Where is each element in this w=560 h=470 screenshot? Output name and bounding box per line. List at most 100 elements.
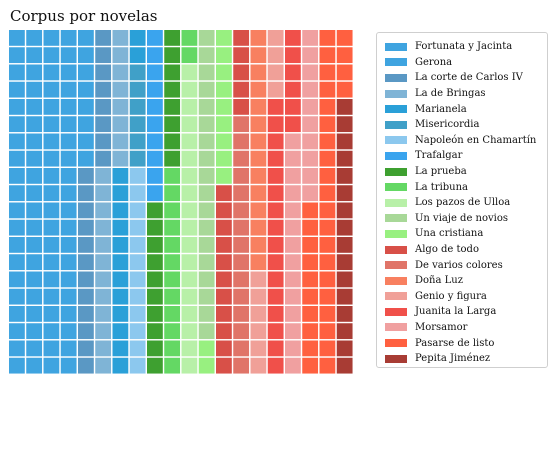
waffle-cell: [336, 64, 353, 81]
waffle-cell: [9, 99, 25, 115]
waffle-cell: [129, 340, 146, 357]
waffle-cell: [95, 99, 112, 115]
waffle-cell: [233, 116, 250, 133]
waffle-cell: [267, 47, 284, 64]
waffle-cell: [336, 168, 353, 184]
waffle-cell: [250, 288, 267, 305]
legend-item: Los pazos de Ulloa: [385, 195, 547, 211]
waffle-cell: [285, 133, 301, 150]
waffle-cell: [26, 30, 43, 46]
waffle-cell: [164, 340, 181, 357]
waffle-cell: [336, 357, 353, 374]
waffle-cell: [164, 168, 181, 184]
waffle-cell: [198, 202, 215, 219]
waffle-cell: [112, 133, 129, 150]
waffle-cell: [302, 133, 319, 150]
waffle-cell: [319, 81, 336, 98]
waffle-cell: [302, 116, 319, 133]
waffle-cell: [78, 323, 94, 340]
waffle-cell: [147, 168, 163, 184]
waffle-cell: [129, 133, 146, 150]
waffle-cell: [336, 219, 353, 236]
waffle-cell: [233, 254, 250, 271]
waffle-cell: [78, 64, 94, 81]
waffle-cell: [43, 219, 60, 236]
waffle-cell: [43, 340, 60, 357]
waffle-cell: [26, 271, 43, 288]
waffle-cell: [336, 133, 353, 150]
waffle-cell: [43, 133, 60, 150]
legend-item: La corte de Carlos IV: [385, 70, 547, 86]
waffle-cell: [43, 271, 60, 288]
waffle-cell: [233, 271, 250, 288]
waffle-cell: [250, 202, 267, 219]
waffle-cell: [60, 219, 77, 236]
waffle-cell: [9, 47, 25, 64]
waffle-cell: [198, 99, 215, 115]
waffle-cell: [198, 47, 215, 64]
waffle-cell: [181, 271, 198, 288]
waffle-cell: [9, 340, 25, 357]
waffle-cell: [147, 202, 163, 219]
waffle-cell: [78, 150, 94, 167]
waffle-cell: [95, 357, 112, 374]
legend-item: Misericordia: [385, 117, 547, 133]
legend-label: Napoleón en Chamartín: [415, 134, 537, 146]
waffle-cell: [60, 30, 77, 46]
waffle-cell: [26, 185, 43, 202]
waffle-cell: [198, 150, 215, 167]
waffle-cell: [9, 116, 25, 133]
waffle-cell: [164, 271, 181, 288]
waffle-cell: [26, 288, 43, 305]
waffle-cell: [181, 168, 198, 184]
waffle-cell: [302, 81, 319, 98]
waffle-cell: [164, 254, 181, 271]
waffle-cell: [60, 357, 77, 374]
waffle-cell: [26, 202, 43, 219]
waffle-cell: [216, 133, 232, 150]
waffle-cell: [43, 30, 60, 46]
waffle-cell: [181, 133, 198, 150]
waffle-cell: [95, 219, 112, 236]
waffle-cell: [112, 185, 129, 202]
waffle-cell: [181, 340, 198, 357]
waffle-cell: [95, 237, 112, 253]
waffle-cell: [216, 47, 232, 64]
waffle-cell: [9, 202, 25, 219]
waffle-cell: [164, 150, 181, 167]
waffle-cell: [285, 219, 301, 236]
waffle-cell: [285, 81, 301, 98]
waffle-cell: [216, 185, 232, 202]
legend-swatch: [385, 42, 407, 51]
waffle-cell: [43, 116, 60, 133]
waffle-cell: [147, 323, 163, 340]
waffle-cell: [181, 219, 198, 236]
waffle-cell: [78, 81, 94, 98]
waffle-cell: [147, 340, 163, 357]
waffle-cell: [216, 237, 232, 253]
waffle-cell: [216, 99, 232, 115]
waffle-cell: [302, 306, 319, 322]
waffle-cell: [302, 288, 319, 305]
waffle-cell: [267, 202, 284, 219]
legend-item: Pepita Jiménez: [385, 351, 547, 367]
waffle-cell: [43, 254, 60, 271]
waffle-cell: [336, 323, 353, 340]
legend-item: Algo de todo: [385, 242, 547, 258]
waffle-cell: [319, 288, 336, 305]
waffle-cell: [198, 30, 215, 46]
waffle-cell: [112, 323, 129, 340]
waffle-cell: [216, 116, 232, 133]
waffle-cell: [302, 99, 319, 115]
legend-swatch: [385, 276, 407, 285]
legend-item: Juanita la Larga: [385, 304, 547, 320]
waffle-cell: [78, 202, 94, 219]
legend-item: La de Bringas: [385, 86, 547, 102]
waffle-cell: [250, 150, 267, 167]
waffle-cell: [233, 340, 250, 357]
legend-label: Gerona: [415, 56, 453, 68]
waffle-cell: [336, 306, 353, 322]
waffle-cell: [267, 254, 284, 271]
waffle-cell: [233, 64, 250, 81]
waffle-cell: [129, 202, 146, 219]
